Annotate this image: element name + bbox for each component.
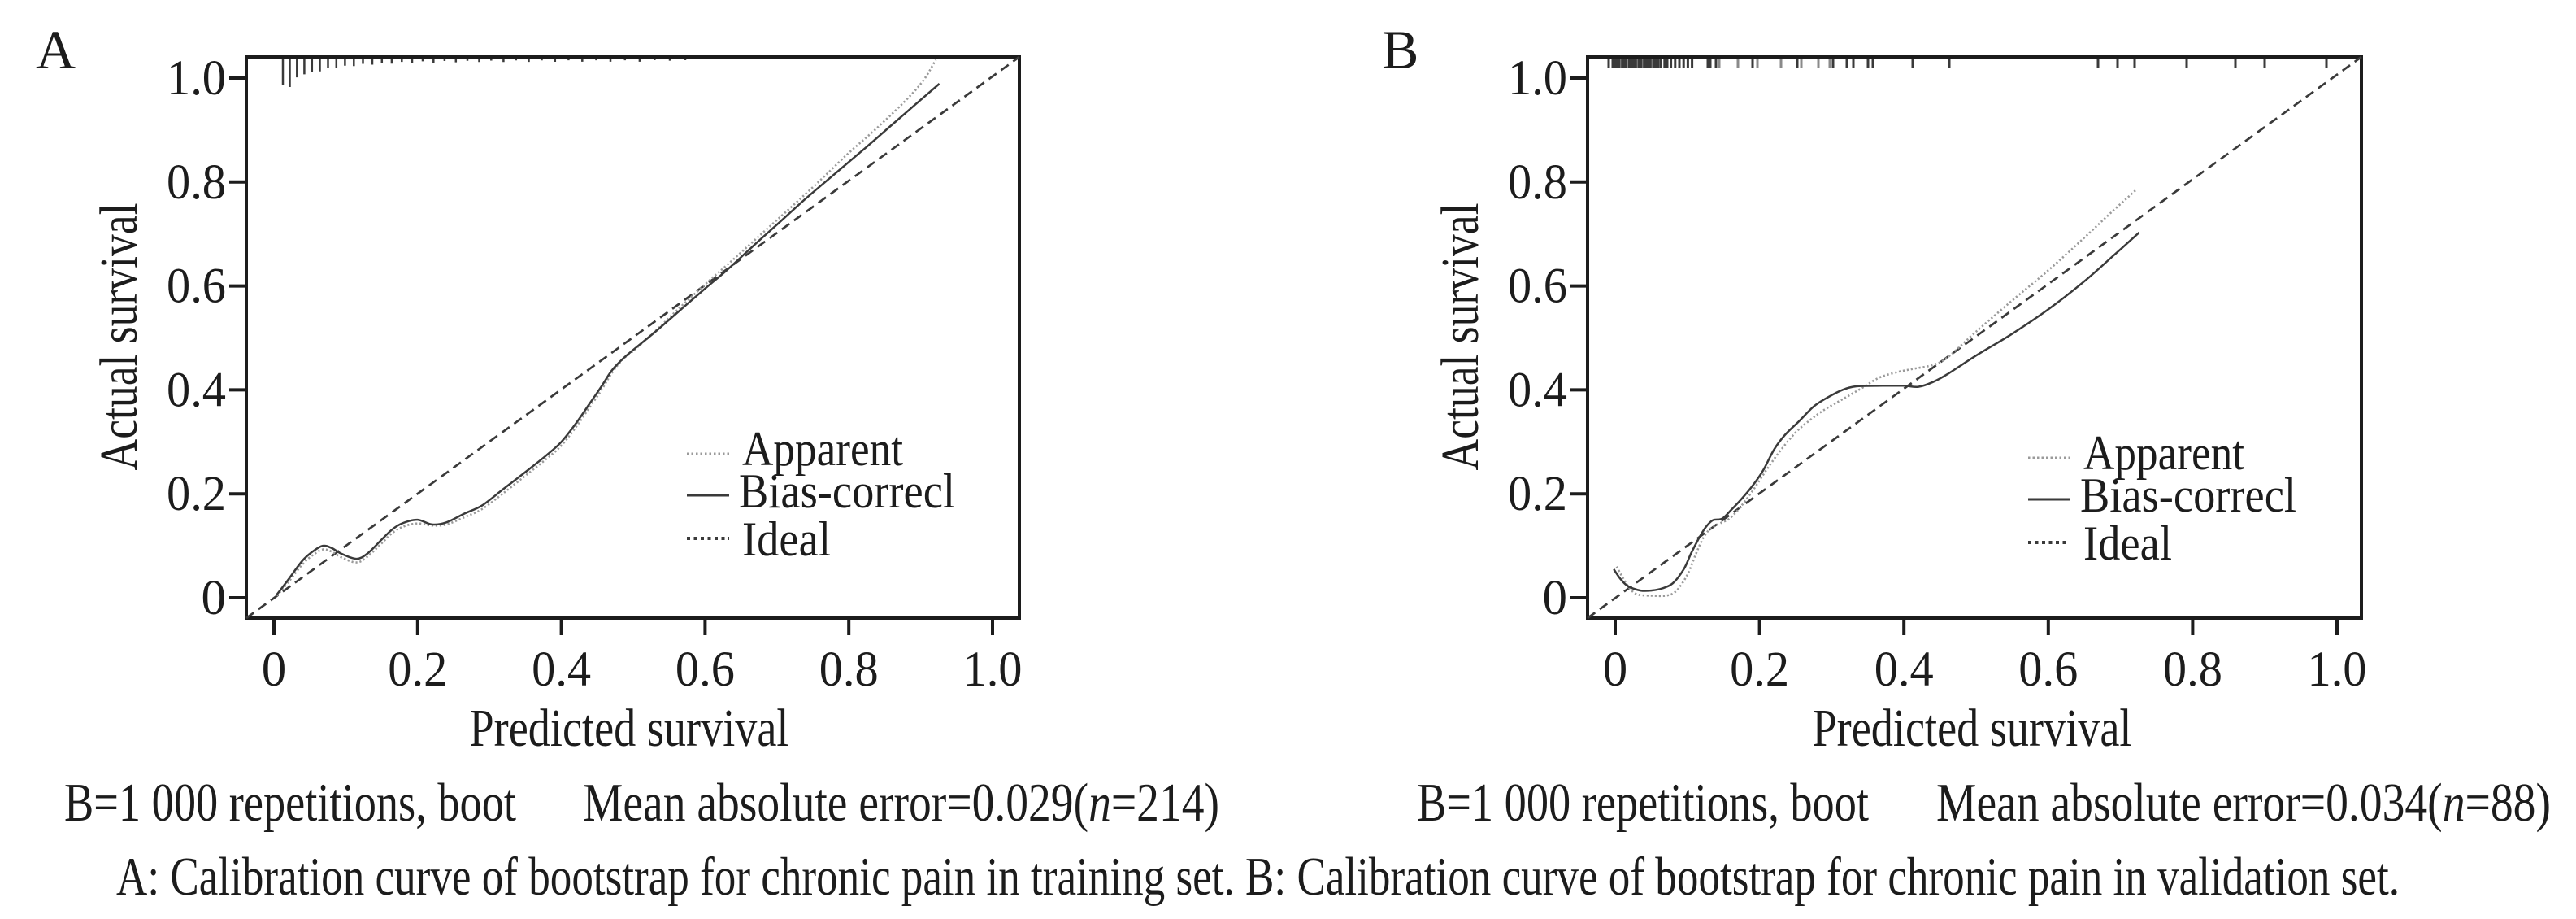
svg-text:0.4: 0.4 — [167, 363, 226, 417]
svg-text:B=1 000 repetitions, boot: B=1 000 repetitions, boot — [1417, 773, 1869, 833]
svg-text:0.4: 0.4 — [532, 642, 591, 697]
svg-text:Ideal: Ideal — [742, 512, 831, 566]
svg-text:Bias-correcl: Bias-correcl — [2080, 468, 2296, 522]
svg-text:0.6: 0.6 — [167, 259, 226, 314]
svg-text:1.0: 1.0 — [963, 642, 1023, 697]
svg-text:1.0: 1.0 — [2308, 642, 2367, 697]
svg-text:0: 0 — [1543, 571, 1568, 625]
svg-text:1.0: 1.0 — [167, 51, 226, 106]
svg-text:Mean absolute error=0.034(n=88: Mean absolute error=0.034(n=88) — [1936, 773, 2551, 833]
svg-text:0.8: 0.8 — [1508, 155, 1567, 210]
svg-text:Bias-correcl: Bias-correcl — [739, 464, 955, 518]
svg-text:0.2: 0.2 — [167, 467, 226, 521]
svg-text:0.8: 0.8 — [167, 155, 226, 210]
svg-text:Ideal: Ideal — [2083, 516, 2172, 570]
svg-text:0.6: 0.6 — [2018, 642, 2078, 697]
svg-text:Actual survival: Actual survival — [1431, 203, 1490, 471]
svg-text:0: 0 — [1603, 642, 1628, 697]
svg-text:0.4: 0.4 — [1508, 363, 1567, 417]
svg-text:0.6: 0.6 — [1508, 259, 1567, 314]
svg-text:Mean absolute error=0.029(n=21: Mean absolute error=0.029(n=214) — [583, 773, 1219, 833]
svg-text:B: B — [1382, 19, 1418, 81]
svg-text:Apparent: Apparent — [2083, 426, 2244, 480]
svg-text:Apparent: Apparent — [742, 422, 903, 476]
svg-text:0.4: 0.4 — [1874, 642, 1934, 697]
svg-text:0.8: 0.8 — [2163, 642, 2222, 697]
svg-text:A: A — [36, 19, 76, 81]
svg-text:0.8: 0.8 — [819, 642, 879, 697]
svg-text:0: 0 — [262, 642, 287, 697]
svg-text:0.2: 0.2 — [1508, 467, 1567, 521]
svg-text:B=1 000 repetitions, boot: B=1 000 repetitions, boot — [64, 773, 516, 833]
svg-text:A: Calibration curve of bootst: A: Calibration curve of bootstrap for ch… — [116, 847, 2400, 907]
svg-text:0: 0 — [202, 571, 227, 625]
svg-text:Predicted survival: Predicted survival — [1813, 699, 2132, 758]
svg-text:0.2: 0.2 — [1730, 642, 1789, 697]
svg-text:Predicted survival: Predicted survival — [470, 699, 789, 758]
svg-text:Actual survival: Actual survival — [89, 203, 149, 471]
svg-text:0.2: 0.2 — [388, 642, 447, 697]
svg-text:1.0: 1.0 — [1508, 51, 1567, 106]
svg-text:0.6: 0.6 — [675, 642, 735, 697]
